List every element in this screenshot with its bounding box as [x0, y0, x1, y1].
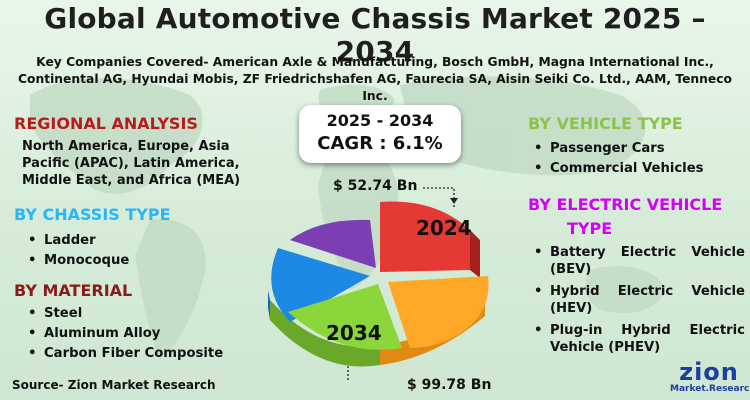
regional-analysis-heading: REGIONAL ANALYSIS [14, 114, 198, 133]
3d-pie-graphic: 2024 2034 [268, 187, 489, 380]
pie-label-2034: 2034 [326, 321, 382, 345]
list-item: Ladder [14, 231, 254, 251]
vehicle-type-heading: BY VEHICLE TYPE [528, 114, 683, 133]
electric-vehicle-heading-line2: TYPE [567, 219, 613, 238]
slice-purple [290, 219, 376, 268]
callout-arrow-2024 [450, 198, 458, 204]
slice-red [380, 201, 470, 272]
source-text: Source- Zion Market Research [12, 378, 216, 392]
regional-analysis-text: North America, Europe, Asia Pacific (APA… [22, 139, 241, 188]
forecast-box: 2025 - 2034 CAGR : 6.1% [299, 105, 461, 163]
page-title: Global Automotive Chassis Market 2025 – … [44, 2, 706, 68]
list-item: Commercial Vehicles [520, 159, 740, 179]
material-list: Steel Aluminum Alloy Carbon Fiber Compos… [14, 304, 264, 364]
chassis-type-heading: BY CHASSIS TYPE [14, 205, 171, 224]
logo-subtitle: Market.Research [670, 384, 750, 394]
slice-side-green [270, 300, 380, 367]
logo-name: zion [679, 358, 739, 386]
chassis-type-list: Ladder Monocoque [14, 231, 254, 271]
list-item: Battery Electric Vehicle (BEV) [520, 244, 745, 278]
slice-side-blue [268, 290, 270, 320]
value-2024: $ 52.74 Bn [333, 178, 418, 194]
pie-label-2024: 2024 [416, 216, 472, 240]
electric-vehicle-list: Battery Electric Vehicle (BEV) Hybrid El… [520, 244, 745, 361]
material-heading: BY MATERIAL [14, 281, 133, 300]
key-companies-text: Key Companies Covered- American Axle & M… [17, 55, 733, 103]
zion-logo: zion Market.Research [670, 358, 750, 398]
vehicle-type-list: Passenger Cars Commercial Vehicles [520, 139, 740, 179]
value-2034: $ 99.78 Bn [407, 377, 492, 393]
callout-line-2024 [423, 187, 455, 208]
list-item: Hybrid Electric Vehicle (HEV) [520, 283, 745, 317]
list-item: Aluminum Alloy [14, 324, 264, 344]
forecast-years: 2025 - 2034 [326, 111, 434, 130]
slice-green [288, 284, 402, 350]
slice-blue [271, 248, 370, 322]
list-item: Steel [14, 304, 264, 324]
list-item: Monocoque [14, 251, 254, 271]
slice-orange [388, 276, 489, 348]
list-item: Passenger Cars [520, 139, 740, 159]
list-item: Plug-in Hybrid Electric Vehicle (PHEV) [520, 322, 745, 356]
slice-red-side [470, 230, 480, 278]
list-item: Carbon Fiber Composite [14, 344, 264, 364]
cagr-value: CAGR : 6.1% [317, 133, 443, 154]
electric-vehicle-heading-line1: BY ELECTRIC VEHICLE [528, 195, 723, 214]
